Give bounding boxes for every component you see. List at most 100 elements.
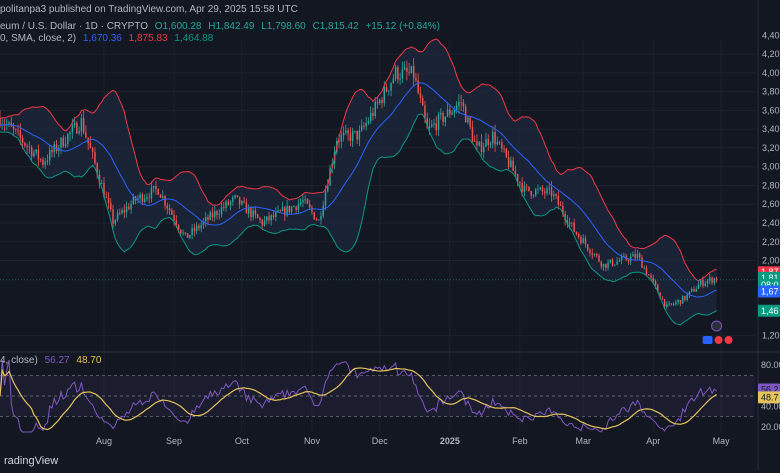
- candle-body: [419, 92, 422, 99]
- candle-body: [272, 215, 275, 217]
- candle-body: [322, 205, 324, 217]
- symbol-legend[interactable]: eum / U.S. Dollar · 1D · CRYPTO O1,600.2…: [0, 21, 444, 32]
- candle-body: [207, 217, 209, 220]
- candle-body: [186, 233, 189, 238]
- candle-body: [394, 67, 397, 79]
- candle-body: [530, 191, 532, 196]
- bollinger-band-lines: [0, 38, 755, 326]
- candle-body: [313, 212, 315, 220]
- candle-body: [277, 210, 279, 212]
- bollinger-band-fill: [0, 39, 717, 325]
- price-badge-label: 1,67: [761, 286, 779, 296]
- candle-body: [356, 130, 358, 140]
- candle-body: [62, 137, 65, 147]
- candle-body: [539, 187, 541, 190]
- tradingview-logo[interactable]: radingView: [4, 455, 58, 467]
- price-tick-label: 3,60: [762, 105, 780, 115]
- candle-body: [315, 219, 318, 221]
- price-axis: 4,40 4,20 4,00 3,80 3,60 3,40 3,20 3,00 2,80 2,60…: [758, 30, 780, 341]
- candle-body: [679, 300, 682, 304]
- candle-body: [347, 130, 349, 134]
- candle-body: [379, 99, 381, 104]
- event-markers: [702, 320, 733, 344]
- ohlc-close: C1,815.42: [312, 21, 359, 32]
- candle-body: [403, 67, 406, 70]
- candle-body: [663, 299, 666, 307]
- candle-body: [521, 183, 523, 192]
- price-tick-label: 2,80: [762, 180, 780, 190]
- candle-body: [78, 131, 80, 134]
- price-badge: [758, 304, 780, 317]
- bb-upper-line: [0, 38, 717, 282]
- candle-body: [616, 261, 618, 265]
- candle-body: [677, 300, 679, 303]
- candle-body: [299, 202, 302, 205]
- candle-body: [159, 194, 162, 198]
- price-tick-label: 1,20: [762, 331, 780, 341]
- candle-body: [648, 274, 650, 276]
- candle-body: [103, 183, 105, 198]
- candle-body: [695, 288, 697, 292]
- candle-body: [431, 124, 433, 127]
- rsi-ma-value: 48.70: [76, 355, 102, 366]
- candle-body: [668, 303, 670, 305]
- candle-body: [410, 66, 413, 73]
- candle-body: [525, 185, 528, 187]
- ohlc-high: H1,842.49: [208, 21, 255, 32]
- candle-body: [286, 205, 288, 216]
- candle-body: [73, 122, 76, 126]
- candle-body: [204, 217, 207, 222]
- price-badge: [758, 285, 780, 298]
- candle-body: [478, 141, 480, 146]
- candle-body: [225, 201, 227, 208]
- candle-body: [412, 66, 415, 78]
- candle-body: [184, 232, 187, 234]
- candle-body: [670, 303, 673, 305]
- price-tick-label: 3,00: [762, 162, 780, 172]
- rsi-legend[interactable]: 4, close) 56.27 48.70: [0, 355, 105, 366]
- candle-body: [30, 147, 33, 157]
- candle-body: [173, 214, 175, 221]
- us-flag-icon: [702, 336, 713, 344]
- bb-fill-area: [0, 39, 717, 325]
- candle-body: [537, 189, 539, 190]
- ohlc-open: O1,600.28: [154, 21, 202, 32]
- event-dot-icon: [714, 336, 723, 344]
- bb-legend[interactable]: 0, SMA, close, 2) 1,670.36 1,875.83 1,46…: [0, 33, 217, 44]
- event-dot-icon: [724, 336, 733, 344]
- candle-body: [643, 267, 645, 269]
- candle-body: [96, 163, 98, 175]
- candle-body: [297, 204, 300, 210]
- candle-body: [514, 170, 517, 175]
- rsi-badge: [758, 391, 780, 404]
- rsi-pane: 80.00 56.248.740.00 20.00: [0, 359, 780, 433]
- candle-body: [507, 156, 510, 167]
- candle-body: [496, 141, 499, 145]
- candle-body: [191, 228, 193, 236]
- candle-body: [442, 112, 444, 122]
- candle-body: [437, 114, 440, 131]
- candle-body: [363, 125, 365, 127]
- candle-body: [428, 126, 431, 129]
- candle-body: [275, 211, 277, 217]
- candle-body: [37, 149, 40, 160]
- candle-body: [715, 278, 718, 280]
- ohlc-low: L1,798.60: [261, 21, 306, 32]
- candle-body: [471, 126, 474, 142]
- candle-body: [26, 145, 28, 147]
- candle-body: [541, 187, 544, 192]
- candle-body: [686, 294, 688, 300]
- price-tick-label: 4,00: [762, 68, 780, 78]
- candle-body: [627, 259, 630, 262]
- candle-body: [421, 98, 424, 106]
- candle-body: [369, 112, 372, 122]
- time-axis: Aug Sep Oct Nov Dec 2025 Feb Mar Apr May: [96, 436, 730, 446]
- candle-body: [266, 216, 268, 221]
- candle-body: [338, 141, 340, 142]
- candle-body: [311, 207, 313, 213]
- candle-body: [211, 212, 214, 218]
- candle-body: [485, 138, 487, 147]
- candle-body: [290, 206, 293, 212]
- candle-body: [112, 209, 114, 224]
